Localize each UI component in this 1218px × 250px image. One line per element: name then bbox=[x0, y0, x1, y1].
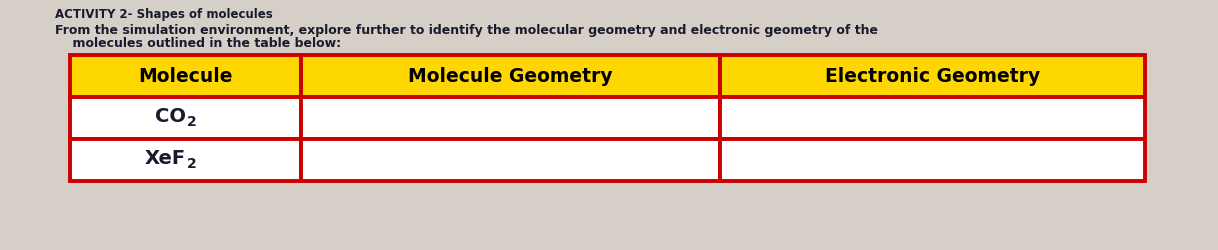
Text: 2: 2 bbox=[186, 157, 196, 171]
Text: From the simulation environment, explore further to identify the molecular geome: From the simulation environment, explore… bbox=[55, 24, 878, 37]
Bar bbox=[720, 139, 1145, 181]
Bar bbox=[69, 139, 301, 181]
Text: Electronic Geometry: Electronic Geometry bbox=[825, 66, 1040, 86]
Text: 2: 2 bbox=[186, 115, 196, 129]
Bar bbox=[301, 97, 720, 139]
Text: Molecule: Molecule bbox=[139, 66, 233, 86]
Bar bbox=[720, 55, 1145, 97]
Text: Molecule Geometry: Molecule Geometry bbox=[408, 66, 613, 86]
Bar bbox=[720, 97, 1145, 139]
Bar bbox=[301, 139, 720, 181]
Bar bbox=[69, 97, 301, 139]
Text: CO: CO bbox=[155, 108, 185, 126]
Text: molecules outlined in the table below:: molecules outlined in the table below: bbox=[55, 37, 341, 50]
Bar bbox=[301, 55, 720, 97]
Bar bbox=[69, 55, 301, 97]
Text: ACTIVITY 2- Shapes of molecules: ACTIVITY 2- Shapes of molecules bbox=[55, 8, 273, 21]
Text: XeF: XeF bbox=[145, 150, 185, 169]
